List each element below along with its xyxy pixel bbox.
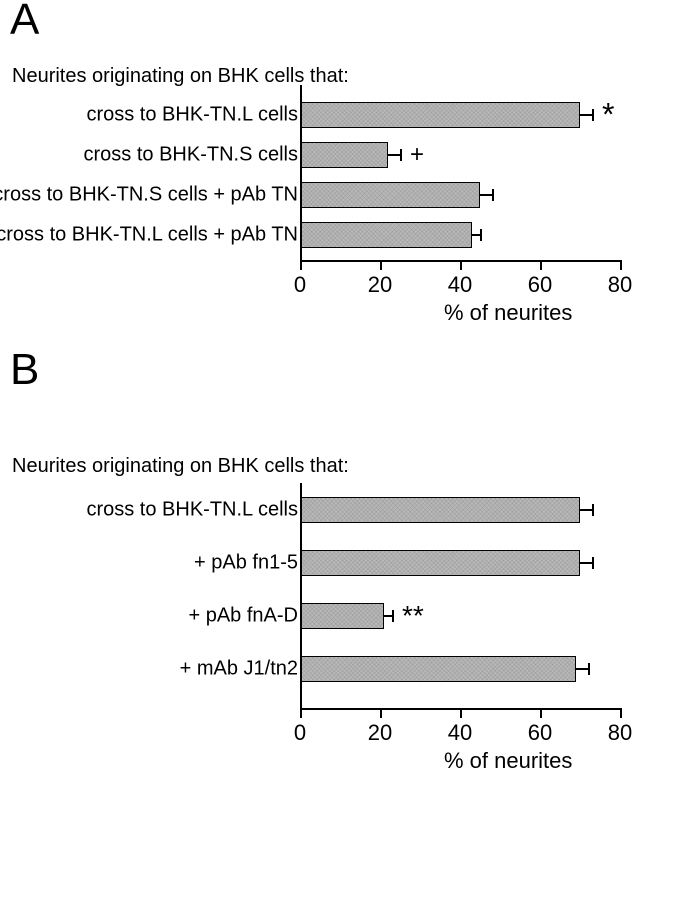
bar	[300, 497, 580, 523]
axis-title: % of neurites	[444, 300, 572, 326]
axis-tick	[460, 708, 462, 718]
row-label: cross to BHK-TN.L cells + pAb TN	[0, 224, 298, 247]
axis-tick-label: 40	[448, 272, 472, 298]
row-label: cross to BHK-TN.L cells	[86, 104, 298, 127]
axis-tick	[380, 260, 382, 270]
bar	[300, 656, 576, 682]
row-label: + pAb fnA-D	[188, 605, 298, 628]
axis-tick	[380, 708, 382, 718]
axis-tick	[540, 260, 542, 270]
bar	[300, 222, 472, 248]
bar	[300, 182, 480, 208]
axis-tick-label: 80	[608, 272, 632, 298]
axis-tick	[620, 260, 622, 270]
chart-row: cross to BHK-TN.S cells + pAb TN	[0, 175, 693, 215]
bar	[300, 550, 580, 576]
annotation: *	[602, 97, 614, 134]
chart-row: + pAb fnA-D **	[0, 596, 693, 636]
panel-b-label: B	[10, 345, 39, 395]
row-label: + pAb fn1-5	[194, 552, 298, 575]
row-label: + mAb J1/tn2	[180, 658, 298, 681]
annotation: +	[410, 141, 424, 169]
axis-tick	[300, 260, 302, 270]
axis-tick-label: 0	[294, 720, 306, 746]
axis-tick-label: 20	[368, 272, 392, 298]
axis-tick-label: 40	[448, 720, 472, 746]
axis-y-line	[300, 85, 302, 260]
panel-a-label: A	[10, 0, 39, 45]
axis-tick	[300, 708, 302, 718]
axis-tick-label: 60	[528, 720, 552, 746]
chart-row: + pAb fn1-5	[0, 543, 693, 583]
axis-y-line	[300, 483, 302, 708]
axis-title: % of neurites	[444, 748, 572, 774]
bar	[300, 142, 388, 168]
row-label: cross to BHK-TN.L cells	[86, 499, 298, 522]
axis-tick-label: 60	[528, 272, 552, 298]
panel-b-header: Neurites originating on BHK cells that:	[12, 455, 349, 478]
row-label: cross to BHK-TN.S cells	[84, 144, 298, 167]
axis-tick	[460, 260, 462, 270]
annotation: **	[402, 600, 424, 632]
chart-row: cross to BHK-TN.L cells	[0, 490, 693, 530]
chart-row: cross to BHK-TN.L cells + pAb TN	[0, 215, 693, 255]
axis-tick	[540, 708, 542, 718]
panel-a-header: Neurites originating on BHK cells that:	[12, 65, 349, 88]
chart-row: + mAb J1/tn2	[0, 649, 693, 689]
chart-row: cross to BHK-TN.L cells *	[0, 95, 693, 135]
chart-row: cross to BHK-TN.S cells +	[0, 135, 693, 175]
bar	[300, 603, 384, 629]
axis-tick	[620, 708, 622, 718]
bar	[300, 102, 580, 128]
axis-tick-label: 80	[608, 720, 632, 746]
row-label: cross to BHK-TN.S cells + pAb TN	[0, 184, 298, 207]
axis-tick-label: 20	[368, 720, 392, 746]
axis-tick-label: 0	[294, 272, 306, 298]
